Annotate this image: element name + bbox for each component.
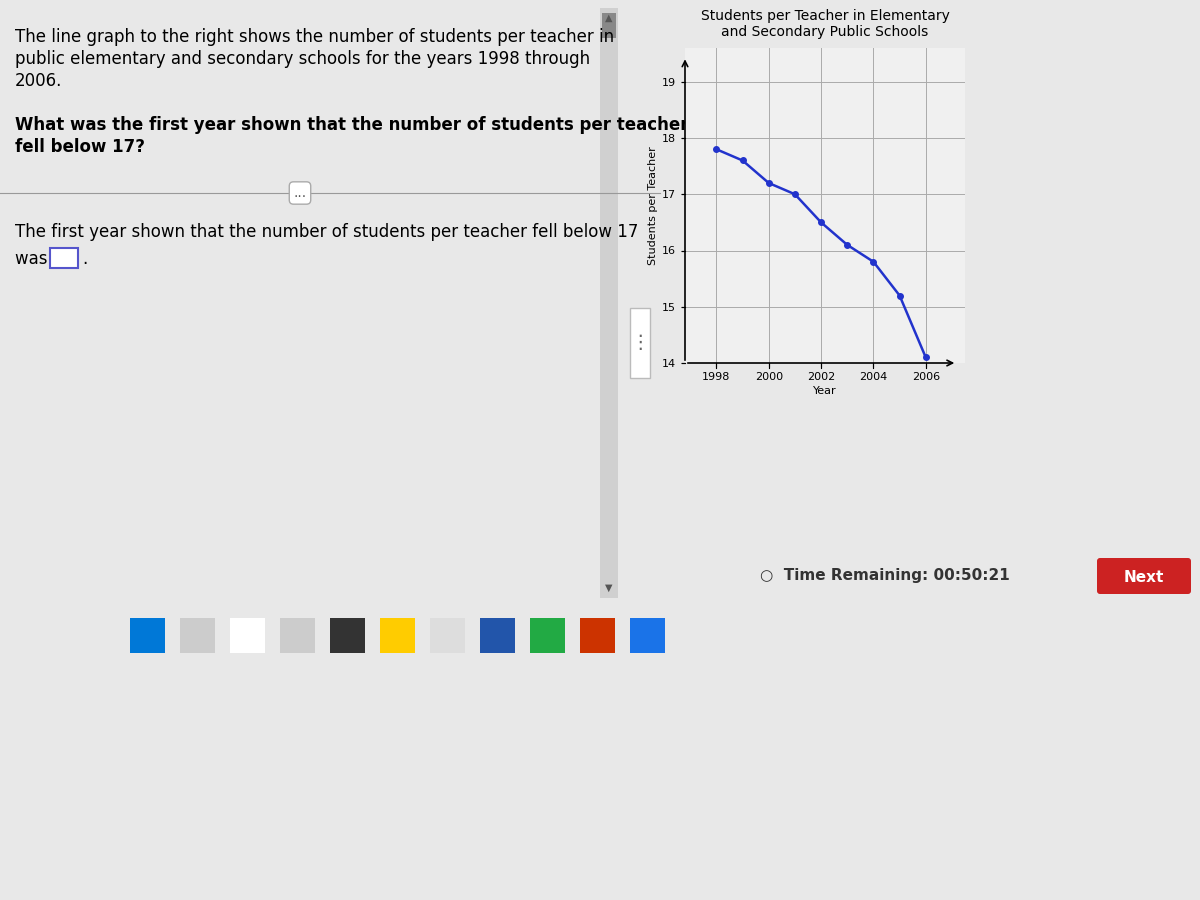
Bar xyxy=(600,8,618,598)
Bar xyxy=(230,618,265,653)
Bar xyxy=(50,248,78,268)
Bar xyxy=(630,308,650,378)
Text: fell below 17?: fell below 17? xyxy=(14,138,145,156)
Text: ...: ... xyxy=(294,186,306,200)
Bar xyxy=(280,618,314,653)
Bar xyxy=(180,618,215,653)
Text: ▼: ▼ xyxy=(605,583,613,593)
Text: The first year shown that the number of students per teacher fell below 17: The first year shown that the number of … xyxy=(14,223,638,241)
Bar xyxy=(580,618,616,653)
Bar xyxy=(380,618,415,653)
Bar xyxy=(530,618,565,653)
Text: Students per Teacher in Elementary
and Secondary Public Schools: Students per Teacher in Elementary and S… xyxy=(701,9,949,39)
Text: The line graph to the right shows the number of students per teacher in: The line graph to the right shows the nu… xyxy=(14,28,614,46)
Text: Next: Next xyxy=(1124,571,1164,586)
Bar xyxy=(430,618,466,653)
Y-axis label: Students per Teacher: Students per Teacher xyxy=(648,146,658,265)
Bar xyxy=(602,13,616,38)
Bar xyxy=(330,618,365,653)
Text: What was the first year shown that the number of students per teacher: What was the first year shown that the n… xyxy=(14,116,689,134)
Bar xyxy=(480,618,515,653)
Text: public elementary and secondary schools for the years 1998 through: public elementary and secondary schools … xyxy=(14,50,590,68)
Text: ○  Time Remaining: 00:50:21: ○ Time Remaining: 00:50:21 xyxy=(760,568,1009,583)
Text: 2006.: 2006. xyxy=(14,72,62,90)
Bar xyxy=(630,618,665,653)
Bar xyxy=(130,618,166,653)
FancyBboxPatch shape xyxy=(1097,558,1190,594)
Text: ▲: ▲ xyxy=(605,13,613,23)
Text: ⋮: ⋮ xyxy=(630,334,649,353)
Text: was: was xyxy=(14,250,53,268)
Text: .: . xyxy=(82,250,88,268)
X-axis label: Year: Year xyxy=(814,386,836,396)
